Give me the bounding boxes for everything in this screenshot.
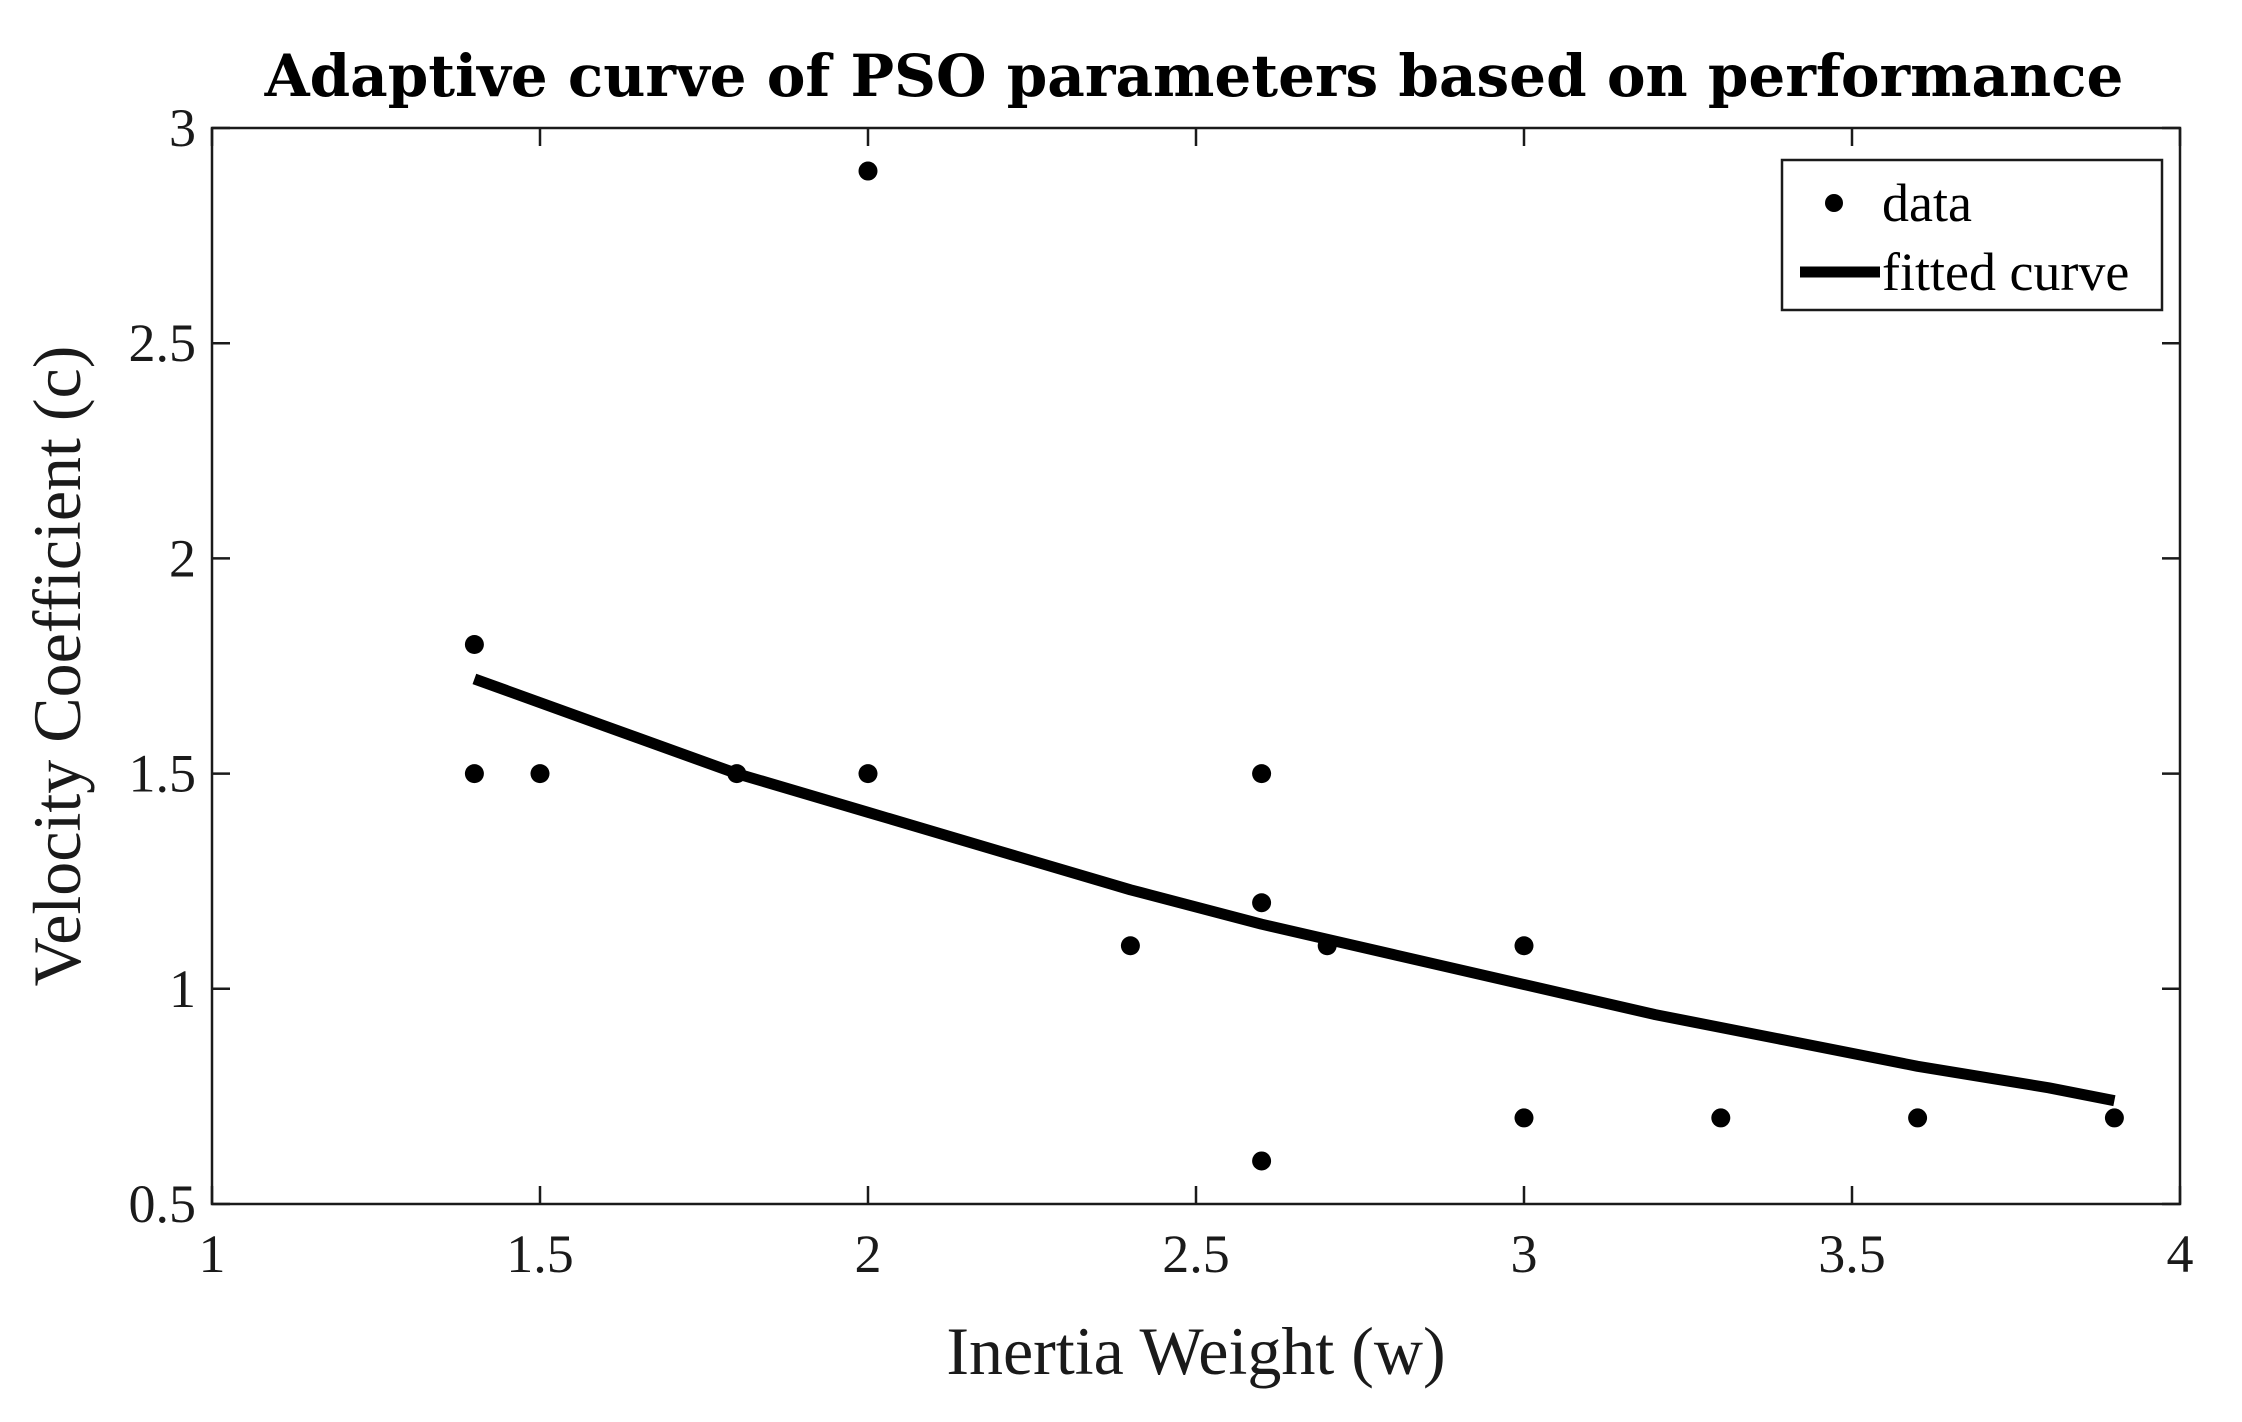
x-tick-label: 1 xyxy=(199,1224,226,1284)
x-tick-label: 2 xyxy=(855,1224,882,1284)
x-tick-label: 1.5 xyxy=(506,1224,574,1284)
y-tick-label: 2.5 xyxy=(129,313,197,373)
data-point xyxy=(1252,764,1272,784)
legend-data-label: data xyxy=(1882,173,1972,233)
fitted-curve-series xyxy=(472,673,2116,1107)
y-tick-label: 1.5 xyxy=(129,744,197,804)
fitted-curve-line xyxy=(472,673,2116,1107)
legend-fitted-label: fitted curve xyxy=(1882,242,2129,302)
legend-box xyxy=(1780,158,2164,312)
y-tick-label: 0.5 xyxy=(129,1174,197,1234)
data-point xyxy=(530,764,550,784)
data-point xyxy=(1514,1108,1534,1128)
x-axis: 1 1.5 2 2.5 3 3.5 4 xyxy=(199,128,2194,1284)
y-axis: 0.5 1 1.5 2 2.5 3 xyxy=(129,98,2180,1234)
data-point xyxy=(464,634,484,654)
data-point xyxy=(1514,936,1534,956)
y-tick-label: 1 xyxy=(169,959,196,1019)
chart-title: Adaptive curve of PSO parameters based o… xyxy=(264,42,2124,110)
data-point xyxy=(1711,1108,1731,1128)
data-point xyxy=(858,764,878,784)
y-axis-label: Velocity Coefficient (c) xyxy=(19,346,95,987)
x-tick-label: 4 xyxy=(2167,1224,2194,1284)
data-point xyxy=(1252,1151,1272,1171)
x-axis-label: Inertia Weight (w) xyxy=(946,1313,1445,1389)
data-point xyxy=(1252,893,1272,913)
data-point xyxy=(727,764,747,784)
data-point xyxy=(1120,936,1140,956)
data-point xyxy=(858,161,878,181)
data-point xyxy=(2104,1108,2124,1128)
x-tick-label: 3.5 xyxy=(1818,1224,1886,1284)
data-point xyxy=(1908,1108,1928,1128)
data-point xyxy=(464,764,484,784)
legend-data-marker xyxy=(1825,194,1843,212)
y-tick-label: 3 xyxy=(169,98,196,158)
data-point xyxy=(1317,936,1337,956)
x-tick-label: 3 xyxy=(1511,1224,1538,1284)
legend: data fitted curve xyxy=(1780,158,2164,312)
x-tick-label: 2.5 xyxy=(1162,1224,1230,1284)
y-tick-label: 2 xyxy=(169,528,196,588)
data-series xyxy=(464,161,2124,1171)
